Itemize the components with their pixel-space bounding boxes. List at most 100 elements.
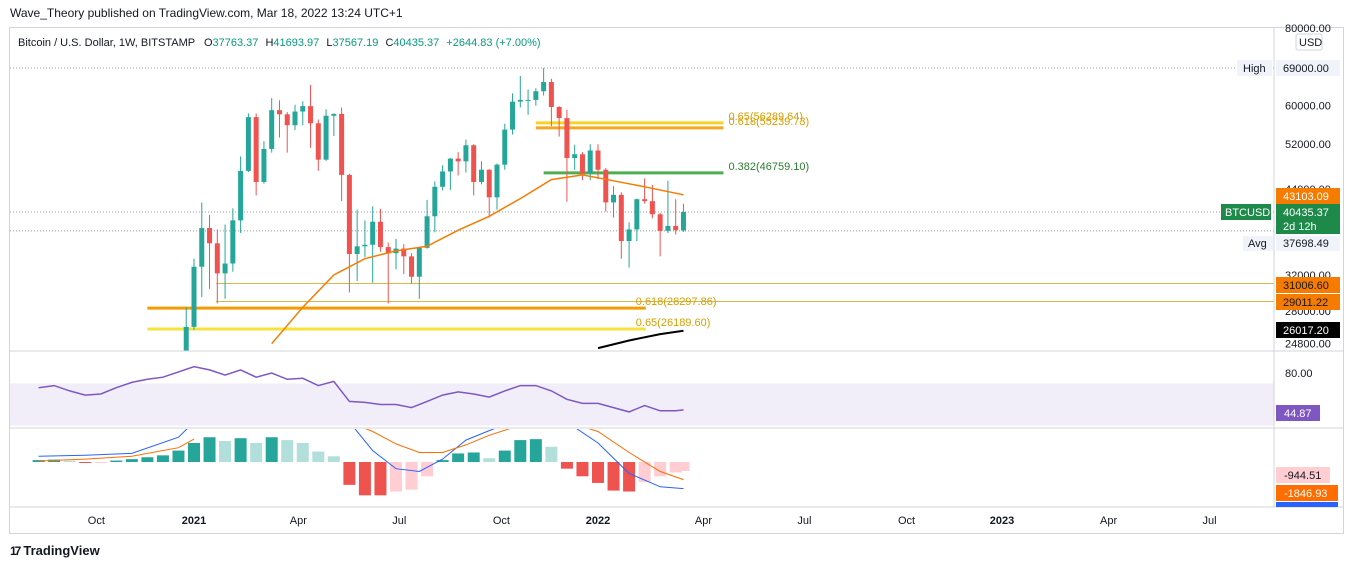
- macd-histogram-bar: [529, 439, 542, 462]
- candle: [199, 202, 205, 297]
- avg-tag-text: Avg: [1248, 238, 1267, 250]
- macd-histogram-bar: [79, 462, 92, 463]
- macd-histogram-bar: [125, 459, 138, 462]
- candle-body: [634, 199, 640, 230]
- currency-box: [1295, 33, 1323, 51]
- candle: [525, 89, 531, 115]
- candle-body: [579, 154, 585, 174]
- candle: [541, 68, 547, 96]
- sma-tag-text: 43103.09: [1283, 191, 1329, 203]
- candle: [300, 101, 306, 126]
- candle-body: [354, 246, 360, 254]
- macd-histogram-bar: [188, 442, 200, 462]
- price-tick-label: 52000.00: [1285, 139, 1331, 151]
- price-axis: 80000.0069000.0060000.0052000.0044000.00…: [10, 23, 1343, 508]
- candle-body: [183, 326, 189, 351]
- avg-value-text: 37698.49: [1283, 238, 1329, 250]
- countdown-text: 2d 12h: [1283, 221, 1317, 233]
- fib-level-label: 0.382(46759.10): [728, 161, 809, 173]
- candle: [455, 152, 461, 176]
- macd-histogram-bar: [436, 460, 449, 462]
- ticker-tag-text: BTCUSD: [1225, 207, 1270, 219]
- candle: [517, 75, 523, 108]
- currency-label: USD: [1299, 37, 1322, 49]
- candle-body: [292, 111, 298, 126]
- macd-line: [576, 429, 684, 490]
- time-tick-label: Apr: [695, 515, 712, 527]
- candle-body: [370, 221, 376, 245]
- candle: [416, 247, 422, 299]
- macd-signal-line: [365, 429, 511, 453]
- candle: [183, 307, 189, 351]
- candle-body: [502, 129, 508, 165]
- macd-histogram-bar: [607, 462, 620, 491]
- candle: [424, 199, 430, 249]
- avg-tag-bg: [1243, 236, 1273, 251]
- fib-level-label: 0.65(56289.64): [728, 111, 803, 123]
- candle: [440, 165, 446, 191]
- high-tag-text: High: [1243, 63, 1266, 75]
- time-tick-label: 2021: [182, 515, 206, 527]
- candle: [401, 244, 407, 275]
- sma-line: [271, 174, 684, 345]
- candle: [339, 107, 345, 202]
- candle-body: [214, 243, 220, 274]
- macd-histogram-bar: [592, 462, 604, 483]
- candle: [649, 184, 655, 219]
- candle: [214, 229, 220, 304]
- candle-body: [463, 145, 469, 162]
- candle: [308, 84, 314, 148]
- candle-body: [261, 148, 267, 182]
- candle: [502, 123, 508, 170]
- candle: [510, 93, 516, 135]
- macd-histogram-bar: [281, 440, 294, 462]
- publish-line: Wave_Theory published on TradingView.com…: [10, 6, 403, 20]
- macd-histogram-bar: [156, 455, 169, 462]
- candle: [222, 224, 228, 299]
- price-tick-label: 60000.00: [1285, 101, 1331, 113]
- open-value: 37763.37: [213, 37, 259, 49]
- macd-histogram-bar: [358, 462, 371, 496]
- candle-body: [191, 266, 197, 327]
- macd-line: [354, 429, 495, 473]
- high-value-text: 69000.00: [1283, 63, 1329, 75]
- time-tick-label: Jul: [797, 515, 811, 527]
- candle-body: [494, 164, 500, 198]
- tradingview-logo-icon: 17: [10, 544, 21, 558]
- macd-histogram-bar: [452, 453, 465, 462]
- close-value: 40435.37: [393, 37, 439, 49]
- rsi-tick-label: 80.00: [1285, 368, 1313, 380]
- candle: [471, 144, 477, 196]
- macd-hist-value-text: -944.51: [1284, 470, 1321, 482]
- candle-body: [673, 225, 679, 231]
- macd-hist-value-bg: [1276, 467, 1330, 483]
- candle: [238, 156, 244, 234]
- macd-histogram-bar: [265, 437, 278, 462]
- macd-histogram-bar: [374, 462, 387, 496]
- macd-histogram-bar: [327, 456, 340, 462]
- candle: [564, 109, 570, 202]
- candle: [673, 199, 679, 235]
- candle-body: [284, 114, 290, 126]
- candle: [595, 144, 601, 180]
- macd-histogram-bar: [545, 446, 558, 462]
- candle-body: [245, 117, 251, 171]
- level-tag-bg: [1276, 294, 1340, 310]
- macd-histogram-bar: [141, 457, 154, 462]
- chart-frame: [9, 27, 1344, 534]
- candle: [269, 98, 275, 153]
- macd-pane: [32, 429, 690, 496]
- candle-body: [315, 123, 321, 160]
- level-tag-text: 31006.60: [1283, 280, 1329, 292]
- candle-body: [308, 106, 314, 124]
- last-price-bg: [1276, 204, 1340, 234]
- candle: [253, 113, 259, 196]
- candle-body: [649, 201, 655, 215]
- candle: [486, 169, 492, 218]
- candle-body: [222, 263, 228, 274]
- macd-histogram-bar: [623, 462, 636, 492]
- candle-body: [199, 228, 205, 267]
- candle-body: [564, 118, 570, 159]
- candle: [207, 214, 213, 289]
